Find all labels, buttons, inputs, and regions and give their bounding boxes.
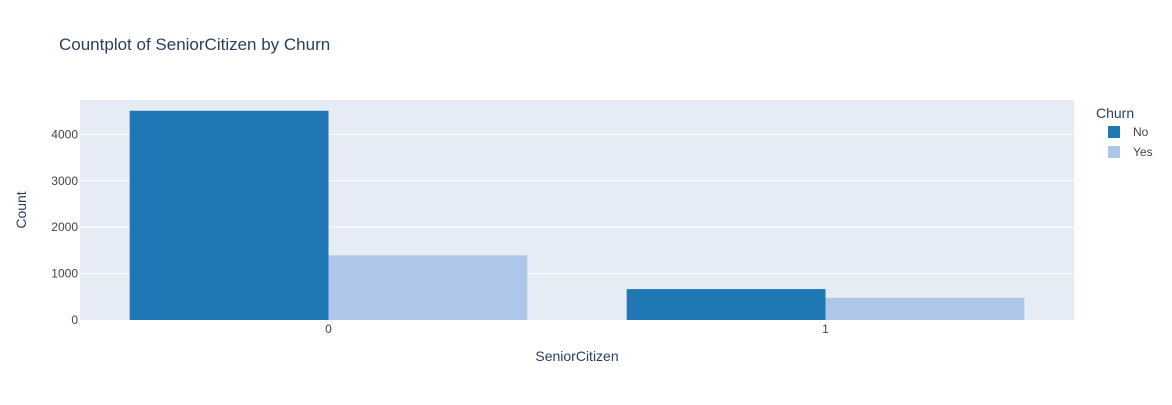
y-tick-label: 2000: [51, 220, 78, 234]
bar-no-1: [626, 289, 826, 320]
legend: Churn No Yes: [1096, 105, 1153, 159]
legend-swatch-yes: [1108, 146, 1120, 158]
legend-swatch-no: [1108, 126, 1120, 138]
bar-yes-0: [328, 255, 528, 320]
legend-title: Churn: [1096, 105, 1134, 121]
chart-title: Countplot of SeniorCitizen by Churn: [59, 35, 330, 54]
x-tick-label: 1: [822, 322, 829, 336]
y-tick-label: 1000: [51, 267, 78, 281]
y-tick-label: 3000: [51, 174, 78, 188]
y-tick-label: 0: [71, 313, 78, 327]
x-axis-title: SeniorCitizen: [535, 348, 618, 364]
bar-yes-1: [825, 297, 1025, 320]
bars: [129, 110, 1025, 320]
y-tick-label: 4000: [51, 127, 78, 141]
legend-label-yes: Yes: [1133, 145, 1153, 159]
y-axis-title: Count: [13, 191, 29, 228]
bar-no-0: [129, 110, 329, 320]
legend-label-no: No: [1133, 125, 1149, 139]
x-tick-label: 0: [325, 322, 332, 336]
y-axis-ticks: 0 1000 2000 3000 4000: [51, 127, 78, 327]
